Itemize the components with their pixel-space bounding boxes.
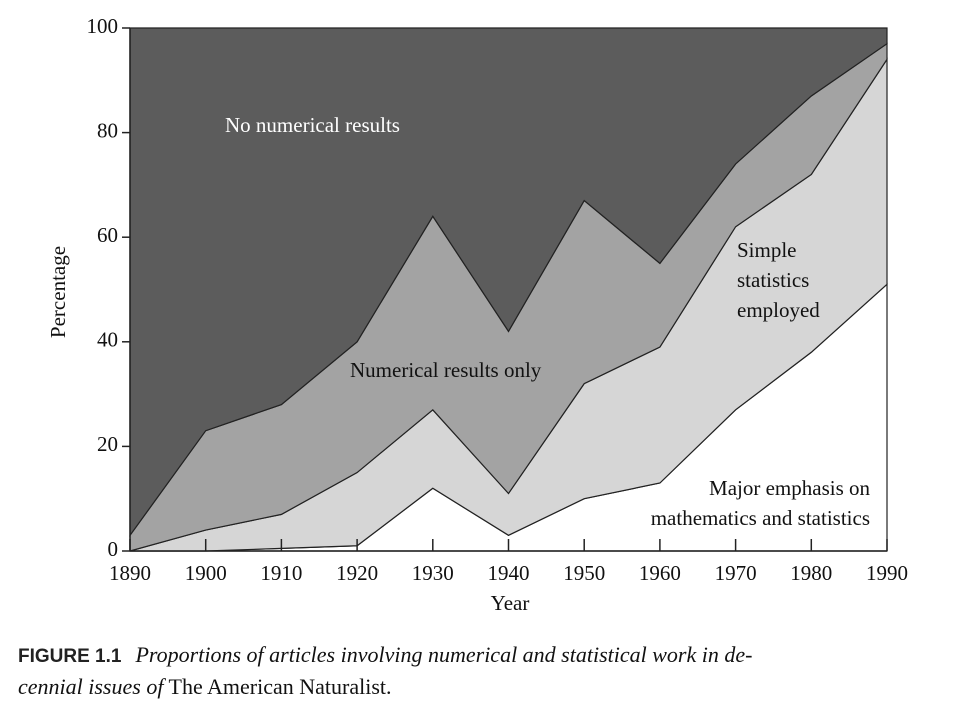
caption-label: FIGURE 1.1: [18, 646, 122, 667]
y-tick-label: 40: [97, 328, 118, 352]
x-tick-label: 1940: [488, 561, 530, 585]
area-label: No numerical results: [225, 113, 400, 137]
x-tick-label: 1910: [260, 561, 302, 585]
x-tick-label: 1980: [790, 561, 832, 585]
x-tick-label: 1960: [639, 561, 681, 585]
area-label: Simple statistics employed: [737, 238, 820, 322]
x-tick-label: 1950: [563, 561, 605, 585]
y-tick-label: 80: [97, 118, 118, 142]
x-tick-label: 1930: [412, 561, 454, 585]
x-tick-label: 1890: [109, 561, 151, 585]
area-label: Numerical results only: [350, 358, 542, 382]
y-axis-label: Percentage: [46, 246, 70, 338]
caption-text: Proportions of articles involving numeri…: [18, 642, 753, 699]
area-label: Major emphasis on mathematics and statis…: [650, 476, 870, 530]
y-tick-label: 100: [87, 14, 119, 38]
chart: Year Percentage 0 20 40 60 80 100 1890 1900 1910…: [46, 14, 908, 615]
caption: FIGURE 1.1 Proportions of articles involv…: [18, 640, 948, 702]
y-tick-label: 20: [97, 432, 118, 456]
x-tick-label: 1920: [336, 561, 378, 585]
x-axis-label: Year: [491, 591, 530, 615]
y-tick-label: 0: [108, 537, 119, 561]
x-tick-label: 1900: [185, 561, 227, 585]
x-tick-label: 1970: [715, 561, 757, 585]
x-tick-label: 1990: [866, 561, 908, 585]
area: [129, 27, 888, 538]
y-tick-label: 60: [97, 223, 118, 247]
caption-source: The American Naturalist.: [168, 674, 392, 699]
